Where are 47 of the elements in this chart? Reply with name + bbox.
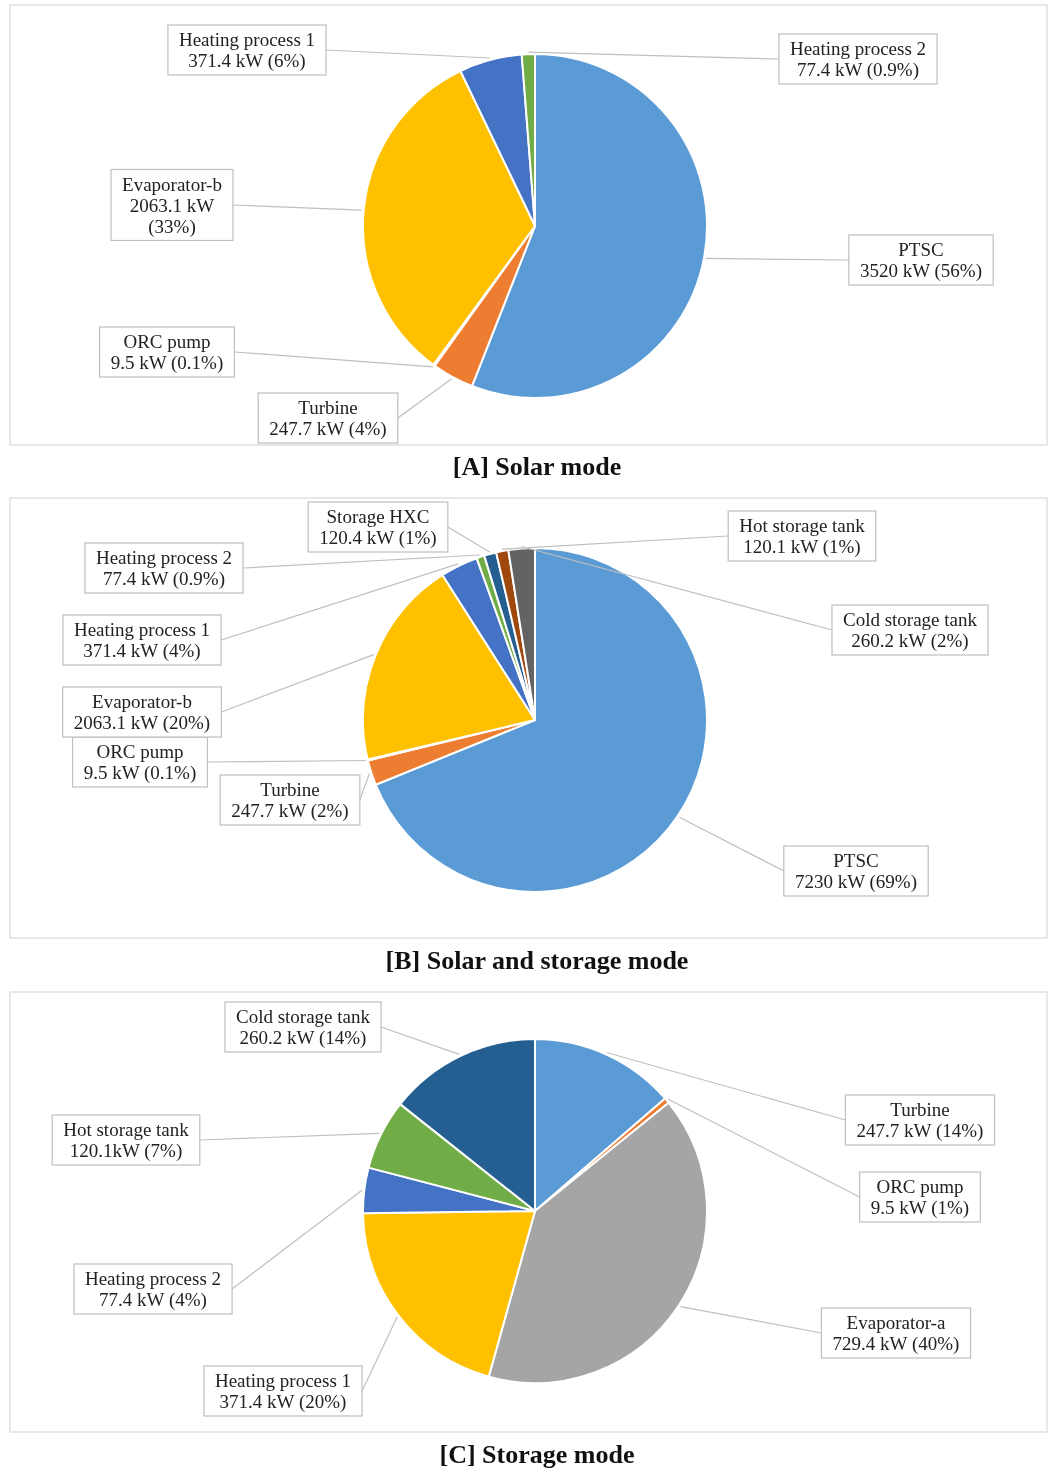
data-label: 9.5 kW (0.1%) (110, 352, 224, 375)
data-label: 2063.1 kW (33%) (129, 194, 215, 238)
data-label: 371.4 kW (6%) (188, 50, 306, 73)
slice-label: Hot storage tank (739, 515, 866, 537)
slice-label: ORC pump (123, 331, 211, 353)
data-label: 120.1kW (7%) (69, 1140, 183, 1163)
slice-label: Heating process 2 (95, 547, 233, 569)
slice-label: Heating process 1 (73, 619, 211, 641)
slice-label: Turbine (890, 1099, 950, 1121)
data-label: 9.5 kW (1%) (870, 1197, 970, 1220)
data-label: 247.7 kW (2%) (231, 800, 349, 823)
data-label: 2063.1 kW (20%) (73, 712, 211, 735)
data-label: 260.2 kW (2%) (851, 630, 969, 653)
text: [B] Solar and storage mode (385, 946, 689, 976)
slice-label: PTSC (898, 239, 944, 261)
data-label: 247.7 kW (4%) (269, 418, 387, 441)
slice-label: Evaporator-b (122, 173, 222, 195)
data-label: 7230 kW (69%) (794, 871, 918, 894)
data-label: 77.4 kW (4%) (99, 1289, 207, 1312)
data-label: 77.4 kW (0.9%) (102, 568, 226, 591)
text: [A] Solar mode (452, 452, 622, 482)
data-label: 9.5 kW (0.1%) (83, 762, 197, 785)
text: [C] Storage mode (439, 1440, 635, 1470)
data-label: 77.4 kW (0.9%) (796, 59, 920, 82)
data-label: 120.1 kW (1%) (743, 536, 861, 559)
slice-label: ORC pump (876, 1176, 964, 1198)
slice-label: Cold storage tank (842, 609, 978, 631)
slice-label: Hot storage tank (63, 1119, 190, 1141)
slice-label: Turbine (260, 779, 320, 801)
slice-label: Heating process 2 (789, 38, 927, 60)
data-label: 247.7 kW (14%) (856, 1120, 984, 1143)
data-label: 3520 kW (56%) (859, 260, 983, 283)
slice-label: Cold storage tank (235, 1006, 371, 1028)
slice-label: Storage HXC (326, 506, 430, 528)
slice-label: Heating process 1 (178, 29, 316, 51)
slice-label: ORC pump (96, 741, 184, 763)
slice-label: PTSC (833, 850, 879, 872)
data-label: 371.4 kW (20%) (219, 1391, 347, 1414)
slice-label: Heating process 1 (214, 1370, 352, 1392)
data-label: 371.4 kW (4%) (83, 640, 201, 663)
slice-label: Turbine (298, 397, 358, 419)
data-label: 729.4 kW (40%) (832, 1333, 960, 1356)
slice-label: Heating process 2 (84, 1268, 222, 1290)
slice-label: Evaporator-a (846, 1312, 946, 1334)
data-label: 120.4 kW (1%) (319, 527, 437, 550)
slice-label: Evaporator-b (92, 691, 192, 713)
data-label: 260.2 kW (14%) (239, 1027, 367, 1050)
